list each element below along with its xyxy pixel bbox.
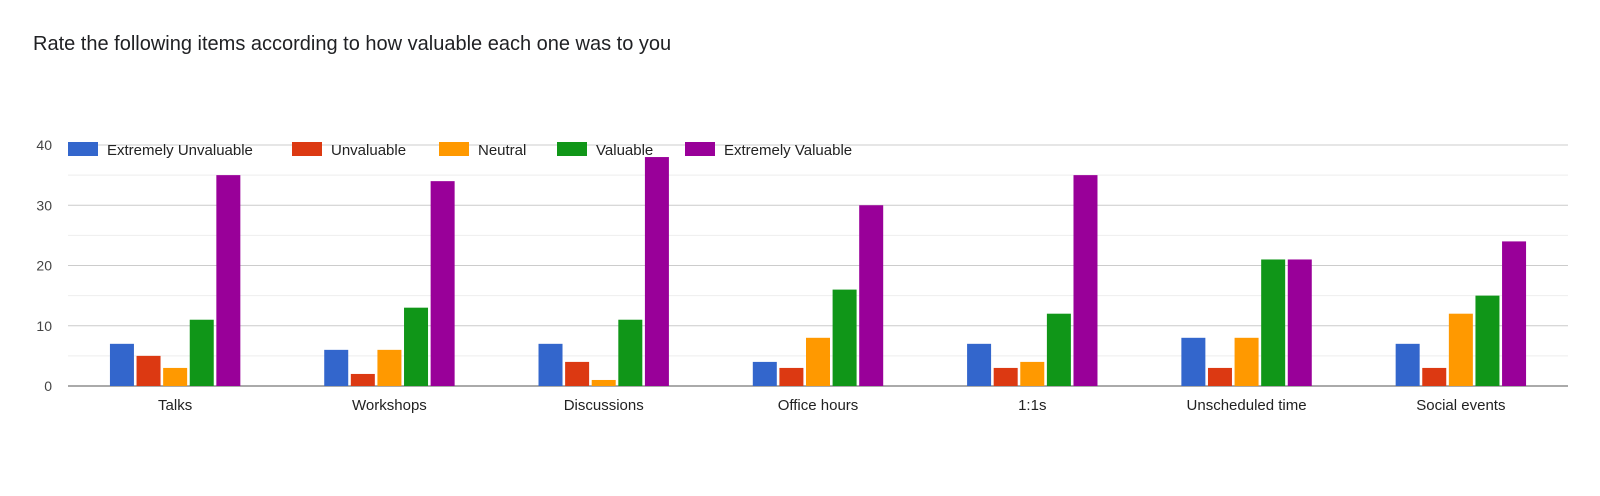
legend-label: Neutral bbox=[478, 142, 526, 159]
x-tick-label: Workshops bbox=[352, 397, 427, 414]
legend-swatch bbox=[68, 142, 98, 156]
y-tick-label: 40 bbox=[36, 137, 52, 153]
bar bbox=[779, 367, 804, 386]
bar bbox=[967, 343, 992, 386]
legend-label: Extremely Valuable bbox=[724, 142, 852, 159]
bar bbox=[1395, 343, 1420, 386]
bar bbox=[1073, 175, 1098, 386]
legend-swatch bbox=[439, 142, 469, 156]
bar bbox=[1475, 295, 1500, 386]
bar bbox=[324, 349, 349, 386]
bar bbox=[591, 379, 616, 386]
x-tick-label: Unscheduled time bbox=[1187, 397, 1307, 414]
bar bbox=[163, 367, 188, 386]
y-tick-label: 10 bbox=[36, 318, 52, 334]
legend-label: Unvaluable bbox=[331, 142, 406, 159]
bar bbox=[1261, 259, 1286, 386]
legend-swatch bbox=[557, 142, 587, 156]
bar bbox=[216, 175, 241, 386]
legend-label: Extremely Unvaluable bbox=[107, 142, 253, 159]
bar bbox=[1502, 241, 1527, 386]
x-tick-label: 1:1s bbox=[1018, 397, 1046, 414]
bar bbox=[565, 361, 590, 386]
bar bbox=[1234, 337, 1259, 386]
bar bbox=[1448, 313, 1473, 386]
bar bbox=[1181, 337, 1206, 386]
bar bbox=[859, 205, 884, 386]
legend-swatch bbox=[292, 142, 322, 156]
bar bbox=[1422, 367, 1447, 386]
bar bbox=[430, 181, 455, 386]
y-tick-label: 30 bbox=[36, 197, 52, 213]
bar bbox=[832, 289, 857, 386]
legend-swatch bbox=[685, 142, 715, 156]
bar bbox=[644, 157, 669, 386]
x-tick-label: Social events bbox=[1416, 397, 1505, 414]
bar bbox=[538, 343, 563, 386]
y-tick-label: 0 bbox=[44, 378, 52, 394]
bar bbox=[404, 307, 429, 386]
legend-label: Valuable bbox=[596, 142, 653, 159]
bar bbox=[806, 337, 830, 386]
bar bbox=[1287, 259, 1312, 386]
bar bbox=[136, 355, 161, 386]
x-tick-label: Office hours bbox=[778, 397, 859, 414]
bar bbox=[993, 367, 1018, 386]
bar bbox=[618, 319, 643, 386]
y-tick-label: 20 bbox=[36, 258, 52, 274]
x-tick-label: Talks bbox=[158, 397, 192, 414]
bar bbox=[1020, 361, 1045, 386]
bar bbox=[377, 349, 402, 386]
x-tick-label: Discussions bbox=[564, 397, 644, 414]
bar bbox=[1046, 313, 1071, 386]
bar bbox=[752, 361, 777, 386]
bar bbox=[109, 343, 134, 386]
bar bbox=[189, 319, 214, 386]
chart-title: Rate the following items according to ho… bbox=[33, 33, 672, 55]
bar bbox=[1207, 367, 1232, 386]
bar bbox=[350, 373, 375, 386]
